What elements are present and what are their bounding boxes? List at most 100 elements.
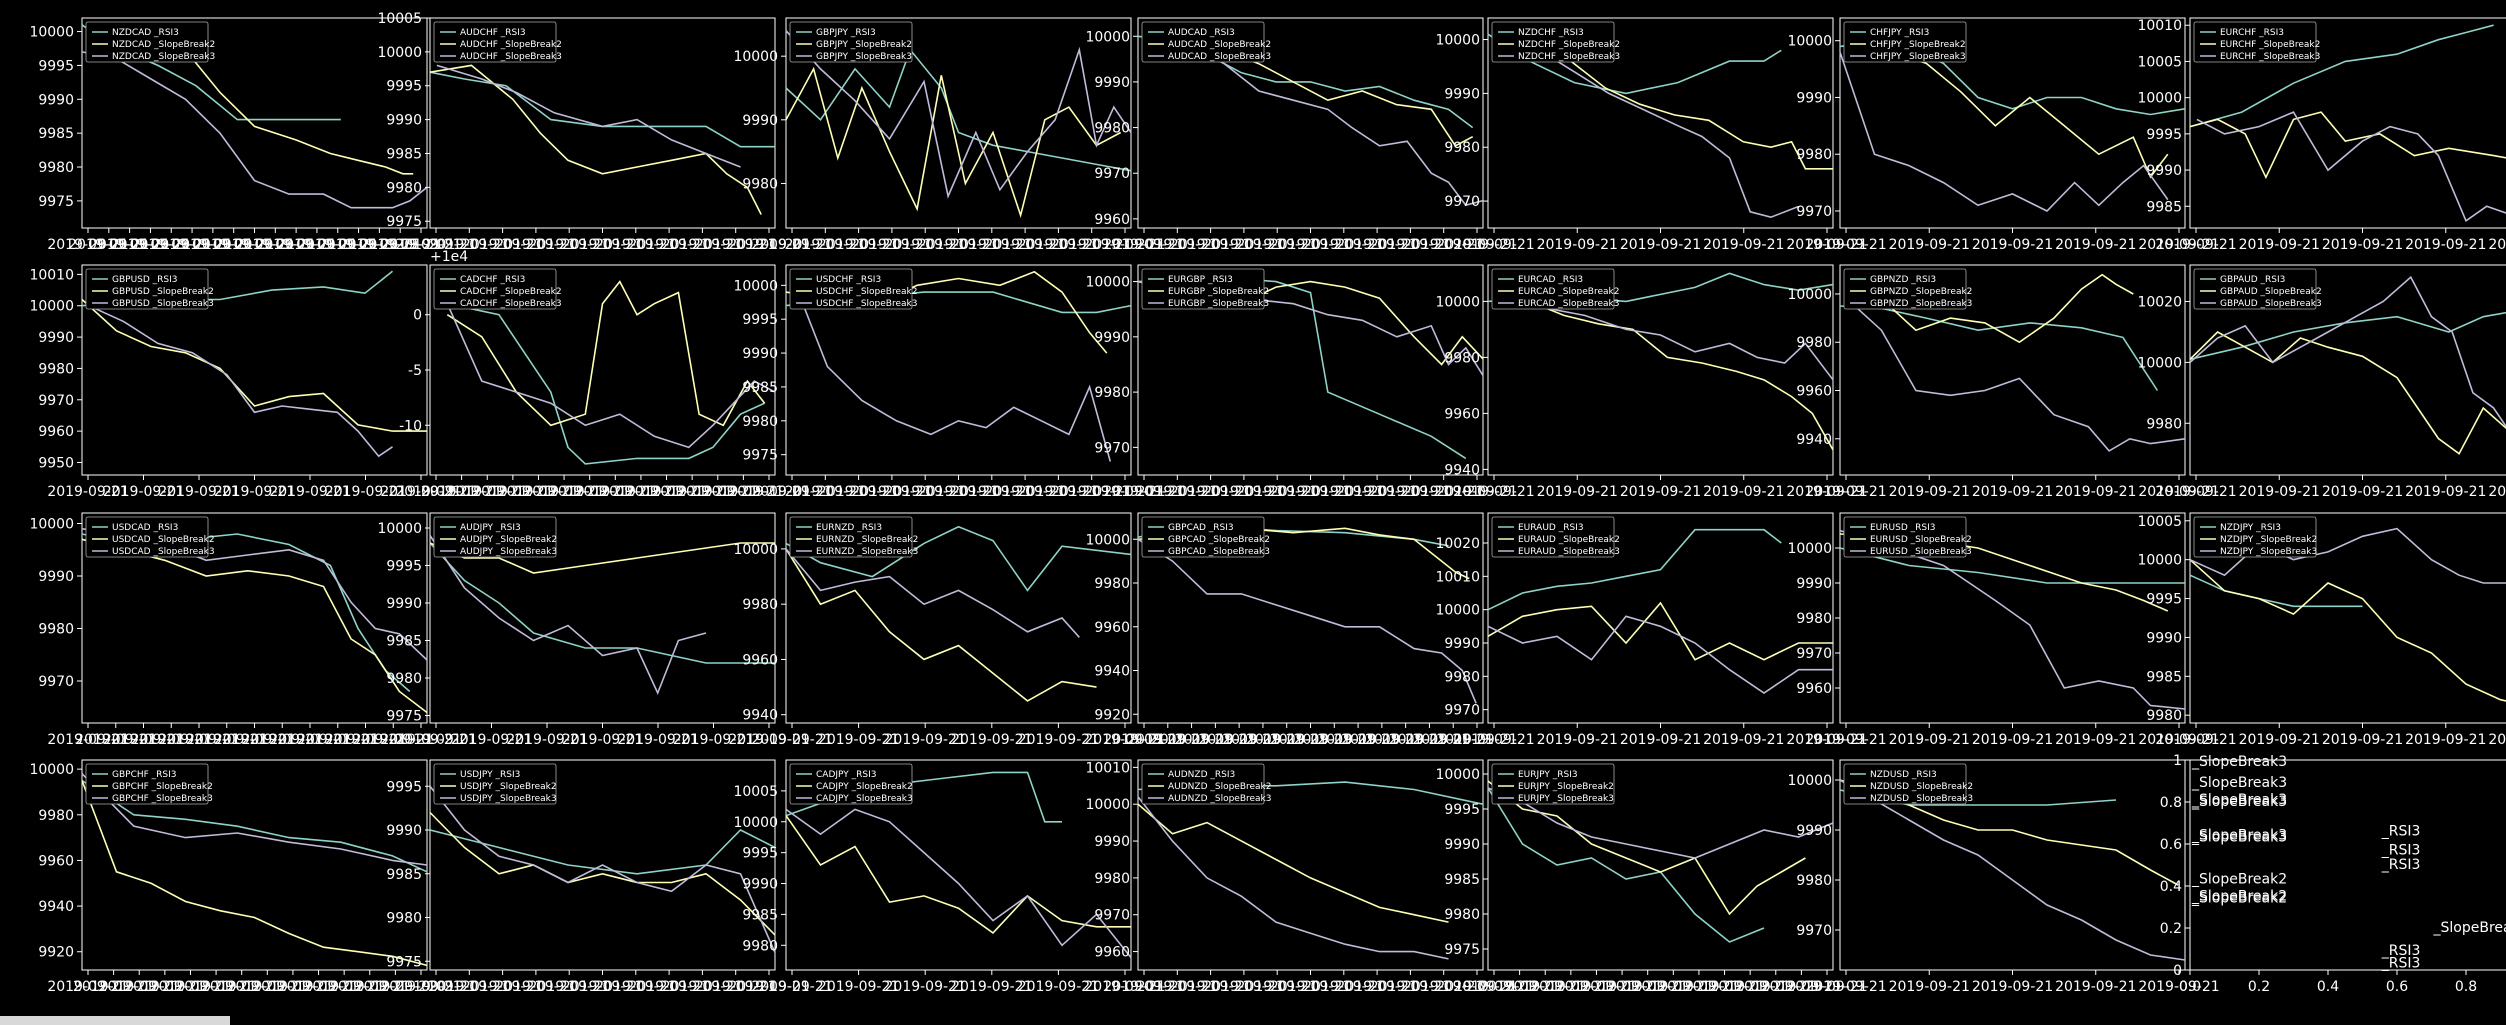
y-tick-label: 9980 — [742, 176, 778, 192]
x-tick-label: 2019-09-21 — [751, 237, 832, 253]
y-tick-label: 9980 — [1796, 147, 1832, 163]
x-tick-label: 2019-09-21 — [918, 484, 999, 500]
x-tick-label: 2019-09-21 — [818, 484, 899, 500]
series-line-audnzd_slopebreak3 — [1137, 796, 1449, 960]
legend: AUDJPY _RSI3 AUDJPY _SlopeBreak2 AUDJPY _S… — [433, 516, 557, 558]
x-tick-label: 2019-09-21 — [151, 237, 232, 253]
series-line-gbpjpy_slopebreak2 — [785, 66, 1122, 219]
x-tick-label: 2019-09-21 — [124, 979, 205, 995]
x-tick-label: 2019-09-21 — [549, 484, 630, 500]
legend: EURUSD _RSI3 EURUSD _SlopeBreak2 EURUSD _S… — [1843, 516, 1972, 558]
x-tick-label: 2019-09-21 — [1436, 979, 1517, 995]
stray-text-label: _SlopeBreak3 — [2191, 830, 2287, 846]
legend-entry: NZDJPY _SlopeBreak2 — [2220, 535, 2317, 545]
legend-entry: GBPCAD _SlopeBreak3 — [1168, 547, 1270, 557]
x-tick-label: 2019-09-21 — [2322, 484, 2403, 500]
x-tick-label: 2019-09-21 — [2488, 732, 2506, 748]
series-line-eurjpy_slopebreak3 — [1487, 787, 1834, 859]
x-tick-label: 2019-09-21 — [395, 484, 476, 500]
y-tick-label: 10000 — [1085, 797, 1130, 813]
x-tick-label: 2019-09-21 — [818, 237, 899, 253]
x-tick-label: 2019-09-21 — [662, 979, 743, 995]
x-tick-label: 2019-09-21 — [2488, 237, 2506, 253]
y-tick-label: 9980 — [1094, 385, 1130, 401]
x-tick-label: 2019-09-21 — [628, 979, 709, 995]
legend-entry: EURCAD _SlopeBreak3 — [1518, 299, 1619, 309]
series-line-gbpjpy_slopebreak3 — [785, 30, 1132, 199]
y-tick-label: 9960 — [1094, 620, 1130, 636]
x-tick-label: 2019-09-21 — [325, 484, 406, 500]
y-tick-label: -5 — [408, 363, 422, 379]
legend-entry: GBPCAD _RSI3 — [1168, 523, 1234, 533]
series-line-cadchf_slopebreak2 — [446, 280, 766, 427]
series-line-eurchf_slopebreak3 — [2196, 111, 2506, 223]
y-tick-label: 9990 — [38, 330, 74, 346]
y-tick-label: 9970 — [1094, 908, 1130, 924]
legend-entry: AUDNZD _RSI3 — [1168, 770, 1235, 780]
x-tick-label: 2019-09-21 — [1889, 732, 1970, 748]
x-tick-label: 2019-09-21 — [951, 732, 1032, 748]
y-tick-label: 9940 — [1094, 664, 1130, 680]
legend-box — [789, 763, 913, 805]
y-tick-label: 10000 — [29, 25, 74, 41]
legend: AUDCAD _RSI3 AUDCAD _SlopeBreak2 AUDCAD _S… — [1141, 21, 1271, 63]
legend-entry: GBPCHF _SlopeBreak3 — [112, 794, 213, 804]
x-tick-label: 0.0 — [2179, 979, 2201, 995]
y-tick-label: 9985 — [742, 380, 778, 396]
series-line-gbpchf_slopebreak2 — [81, 780, 428, 967]
x-tick-label: 2019-09-21 — [1103, 979, 1184, 995]
legend-entry: EURJPY _RSI3 — [1518, 770, 1578, 780]
subplot-audcad: 9960997099809990100002019-09-212019-09-2… — [1085, 17, 1518, 253]
legend-box — [1141, 21, 1265, 63]
x-tick-label: 2019-09-21 — [1051, 484, 1132, 500]
x-tick-label: 2019-09-21 — [380, 979, 461, 995]
y-tick-label: 9985 — [1444, 872, 1480, 888]
x-tick-label: 2019-09-21 — [2138, 484, 2219, 500]
legend-entry: GBPJPY _SlopeBreak2 — [816, 40, 912, 50]
legend-box — [1843, 21, 1967, 63]
axes-frame — [2189, 759, 2506, 971]
y-tick-label: 10000 — [1435, 33, 1480, 49]
x-tick-label: 2019-09-21 — [1403, 237, 1484, 253]
legend-box — [1843, 516, 1967, 558]
legend-entry: GBPUSD _RSI3 — [112, 275, 178, 285]
y-tick-label: 10000 — [1435, 767, 1480, 783]
y-tick-label: 9990 — [1444, 636, 1480, 652]
y-tick-label: 9975 — [1444, 942, 1480, 958]
legend: USDCAD _RSI3 USDCAD _SlopeBreak2 USDCAD _S… — [85, 516, 215, 558]
x-tick-label: 2019-09-21 — [1556, 979, 1637, 995]
x-tick-label: 2019-09-21 — [1786, 979, 1867, 995]
x-tick-label: 2019-09-21 — [380, 237, 461, 253]
y-tick-label: 10000 — [29, 299, 74, 315]
x-tick-label: 2019-09-21 — [2405, 484, 2486, 500]
x-tick-label: 2019-09-21 — [785, 237, 866, 253]
y-tick-label: 9995 — [1444, 802, 1480, 818]
x-tick-label: 2019-09-21 — [951, 979, 1032, 995]
x-tick-label: 2019-09-21 — [1530, 979, 1611, 995]
y-tick-label: 9980 — [2146, 708, 2182, 724]
y-tick-label: 9975 — [38, 194, 74, 210]
x-tick-label: 2019-09-21 — [1137, 484, 1218, 500]
x-tick-label: 2019-09-21 — [103, 484, 184, 500]
y-tick-label: 9980 — [2146, 416, 2182, 432]
legend-entry: USDCAD _SlopeBreak2 — [112, 535, 215, 545]
y-tick-label: 10000 — [1435, 294, 1480, 310]
legend-box — [1141, 516, 1265, 558]
y-tick-label: 9980 — [1444, 350, 1480, 366]
y-tick-label: 9995 — [2146, 592, 2182, 608]
x-tick-label: 2019-09-21 — [1103, 732, 1184, 748]
x-tick-label: 2019-09-21 — [2138, 237, 2219, 253]
x-tick-label: 2019-09-21 — [506, 732, 587, 748]
legend: GBPUSD _RSI3 GBPUSD _SlopeBreak2 GBPUSD _S… — [85, 268, 214, 310]
x-tick-label: 2019-09-21 — [951, 237, 1032, 253]
legend-entry: USDCAD _SlopeBreak3 — [112, 547, 215, 557]
y-tick-label: 9990 — [742, 346, 778, 362]
y-tick-label: 9960 — [1796, 681, 1832, 697]
y-tick-label: 9980 — [386, 180, 422, 196]
y-tick-label: 9995 — [2146, 127, 2182, 143]
legend-box — [85, 763, 209, 805]
